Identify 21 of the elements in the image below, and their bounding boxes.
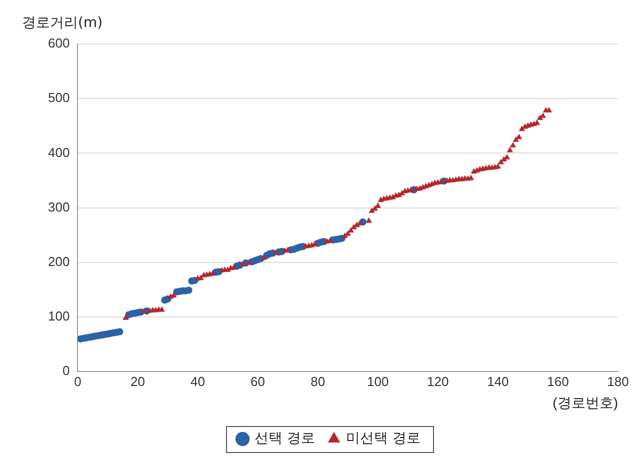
y-tick-label: 500: [48, 90, 70, 106]
x-tick-label: 180: [607, 374, 629, 389]
legend-label: 선택 경로: [254, 430, 316, 447]
y-tick-label: 100: [48, 308, 70, 324]
y-tick-label: 600: [48, 36, 70, 51]
x-axis-title: (경로번호): [552, 394, 618, 410]
x-tick-label: 160: [547, 374, 569, 389]
x-tick-label: 140: [487, 374, 509, 389]
x-tick-label: 120: [427, 374, 449, 389]
x-tick-label: 100: [367, 374, 389, 389]
y-tick-label: 400: [48, 144, 70, 160]
x-tick-label: 40: [190, 374, 205, 389]
x-tick-label: 80: [310, 374, 326, 389]
y-tick-label: 300: [48, 199, 70, 214]
y-axis-title: 경로거리(m): [22, 14, 103, 32]
x-tick-label: 20: [130, 374, 145, 389]
legend-label: 미선택 경로: [346, 430, 420, 447]
x-tick-label: 60: [250, 374, 266, 389]
y-tick-label: 0: [62, 363, 70, 378]
x-tick-label: 0: [74, 374, 82, 389]
y-tick-label: 200: [48, 254, 70, 269]
